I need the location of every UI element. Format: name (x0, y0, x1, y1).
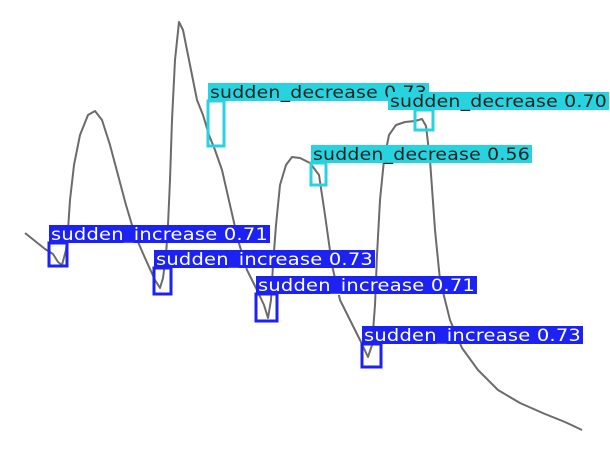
detection-label: sudden_decrease 0.73 (210, 83, 427, 103)
detection-tag-background (311, 145, 532, 163)
detection-6: sudden_increase 0.73 (360, 326, 583, 369)
detection-1: sudden_decrease 0.70 (388, 92, 609, 132)
detection-5: sudden_increase 0.71 (254, 276, 477, 323)
detection-tag-background (154, 250, 375, 268)
detection-2: sudden_decrease 0.56 (309, 145, 532, 187)
detection-label: sudden_decrease 0.56 (313, 145, 530, 165)
detection-label: sudden_increase 0.73 (364, 326, 581, 346)
detection-tag-background (208, 83, 429, 101)
detection-box (254, 292, 279, 323)
detection-tag-background (388, 92, 609, 110)
detection-label: sudden_decrease 0.70 (390, 92, 607, 112)
detection-label: sudden_increase 0.71 (51, 225, 268, 245)
detection-tag-background (362, 326, 583, 344)
detection-4: sudden_increase 0.73 (152, 250, 375, 296)
detection-label: sudden_increase 0.73 (156, 250, 373, 270)
detection-0: sudden_decrease 0.73 (206, 83, 429, 148)
detection-label: sudden_increase 0.71 (258, 276, 475, 296)
detection-tag-background (256, 276, 477, 294)
detection-3: sudden_increase 0.71 (47, 225, 270, 268)
detection-tag-background (49, 225, 270, 243)
